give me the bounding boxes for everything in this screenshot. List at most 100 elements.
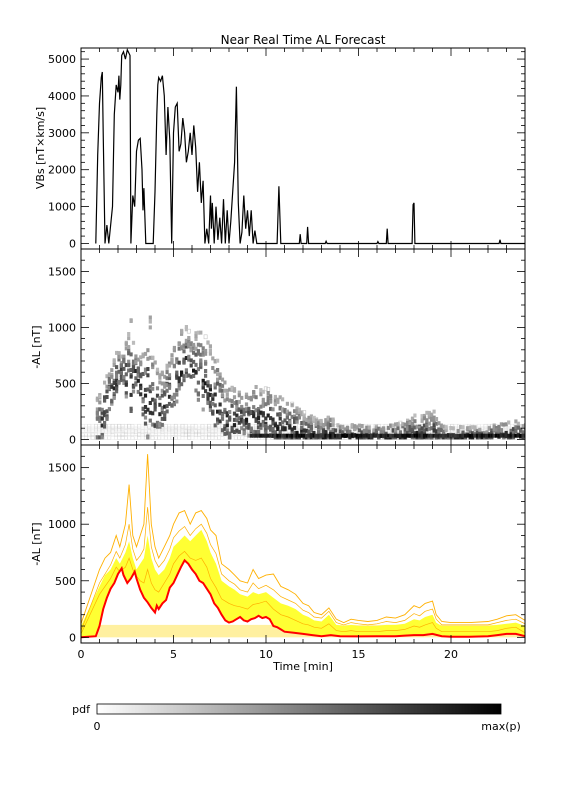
pdf-cell: [377, 433, 381, 438]
pdf-cell: [147, 423, 152, 429]
pdf-cell: [523, 433, 525, 438]
pdf-cell: [140, 435, 145, 440]
pdf-cell: [223, 431, 227, 436]
pdf-cell: [425, 427, 429, 432]
pdf-cell: [148, 410, 152, 415]
pdf-cell: [218, 375, 222, 380]
pdf-cell: [206, 380, 210, 385]
pdf-cell: [177, 426, 182, 432]
pdf-cell: [425, 418, 429, 423]
pdf-cell: [223, 426, 227, 431]
pdf-cell: [519, 427, 523, 432]
pdf-cell: [396, 426, 400, 431]
pdf-cell: [319, 433, 323, 438]
pdf-cell: [398, 430, 402, 435]
pdf-cell: [271, 421, 275, 426]
pdf-cell: [293, 419, 297, 424]
pdf-cell: [218, 402, 222, 407]
pdf-cell: [432, 423, 436, 428]
pdf-cell: [273, 397, 277, 402]
pdf-cell: [406, 431, 410, 436]
pdf-cell: [403, 422, 407, 427]
pdf-cell: [403, 433, 407, 438]
x-tick-label: 5: [170, 648, 177, 661]
pdf-cell: [208, 348, 212, 353]
pdf-cell: [365, 425, 369, 430]
pdf-cell: [497, 424, 501, 429]
pdf-cell: [256, 420, 261, 425]
pdf-cell: [521, 433, 525, 438]
pdf-cell: [220, 416, 225, 421]
pdf-cell: [451, 426, 455, 431]
pdf-cell: [146, 387, 150, 392]
pdf-cell: [117, 435, 122, 440]
pdf-cell: [480, 423, 485, 429]
pdf-cell: [218, 372, 222, 377]
pdf-cell: [194, 388, 198, 393]
pdf-cell: [97, 426, 102, 432]
pdf-cell: [192, 368, 196, 373]
pdf-cell: [324, 422, 328, 427]
pdf-cell: [158, 412, 162, 417]
pdf-cell: [317, 433, 321, 438]
pdf-cell: [217, 429, 221, 435]
pdf-cell: [228, 431, 232, 436]
pdf-cell: [105, 374, 109, 379]
pdf-cell: [382, 433, 386, 438]
pdf-cell: [434, 433, 439, 438]
pdf-cell: [146, 356, 150, 361]
pdf-cell: [432, 428, 436, 433]
pdf-cell: [204, 361, 208, 366]
pdf-cell: [187, 432, 192, 437]
pdf-cell: [418, 426, 422, 430]
pdf-cell: [175, 370, 179, 375]
pdf-cell: [264, 416, 268, 421]
pdf-cell: [206, 383, 210, 388]
colorbar: pdf 0 max(p): [72, 703, 521, 733]
pdf-cell: [187, 429, 192, 435]
pdf-cell: [98, 400, 102, 405]
pdf-cell: [235, 428, 239, 433]
pdf-cell: [422, 416, 427, 421]
pdf-cell: [413, 419, 417, 424]
figure-title: Near Real Time AL Forecast: [221, 33, 386, 47]
pdf-cell: [338, 429, 342, 434]
pdf-cell: [143, 370, 148, 375]
pdf-cell: [264, 402, 268, 407]
pdf-cell: [216, 377, 220, 382]
pdf-cell: [403, 430, 407, 435]
pdf-cell: [114, 435, 118, 440]
pdf-cell: [143, 387, 148, 392]
pdf-cell: [112, 378, 116, 383]
pdf-cell: [220, 388, 225, 393]
pdf-cell: [201, 394, 205, 398]
pdf-cell: [189, 374, 193, 379]
pdf-cell: [208, 344, 212, 349]
pdf-cell: [184, 373, 188, 378]
pdf-cell: [406, 424, 410, 428]
pdf-cell: [187, 354, 191, 359]
pdf-cell: [370, 423, 375, 429]
pdf-cell: [264, 430, 268, 435]
pdf-cell: [115, 370, 119, 375]
pdf-cell: [112, 363, 116, 367]
pdf-cell: [288, 420, 292, 425]
pdf-cell: [194, 362, 198, 367]
pdf-cell: [249, 410, 253, 414]
pdf-cell: [105, 416, 109, 421]
pdf-cell: [199, 330, 203, 335]
pdf-cell: [170, 423, 175, 429]
pdf-cell: [336, 423, 340, 428]
pdf-cell: [208, 384, 212, 389]
pdf-cell: [127, 429, 132, 435]
pdf-cell: [456, 433, 460, 438]
pdf-cell: [153, 398, 157, 403]
pdf-cell: [201, 350, 205, 355]
pdf-cell: [432, 433, 436, 438]
pdf-cell: [285, 421, 289, 426]
pdf-cell: [95, 407, 99, 412]
pdf-cell: [261, 423, 265, 428]
pdf-cell: [127, 423, 132, 429]
pdf-cell: [216, 420, 220, 425]
pdf-cell: [244, 417, 249, 422]
